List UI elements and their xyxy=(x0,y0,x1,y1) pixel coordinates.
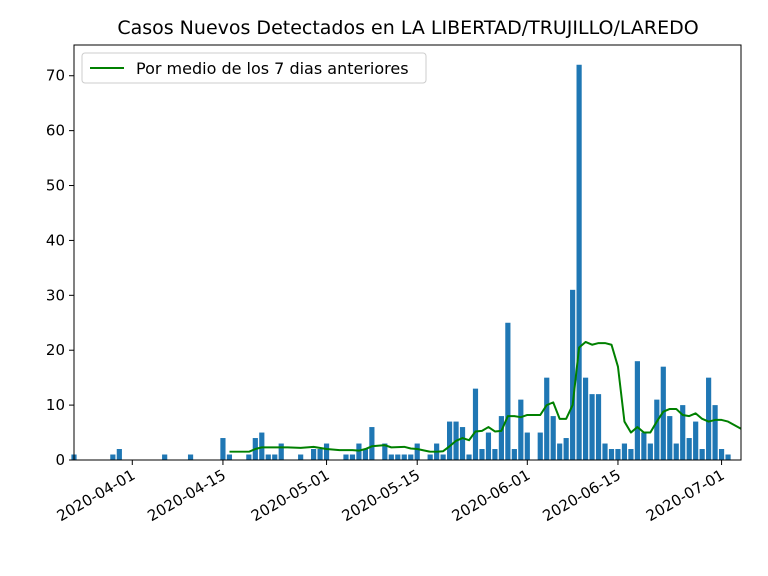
bar xyxy=(116,449,122,460)
bar xyxy=(317,449,323,460)
chart-title: Casos Nuevos Detectados en LA LIBERTAD/T… xyxy=(117,17,698,39)
bar xyxy=(557,443,563,460)
bar xyxy=(427,454,433,460)
bar xyxy=(718,449,725,460)
bar xyxy=(654,399,660,460)
bar xyxy=(693,421,699,460)
bar xyxy=(492,449,498,460)
bar xyxy=(447,421,453,460)
bar xyxy=(673,443,679,460)
bar xyxy=(472,388,479,460)
bar xyxy=(349,454,356,460)
bar xyxy=(634,361,640,460)
bar xyxy=(589,394,595,460)
moving-average-line xyxy=(229,342,741,452)
bar xyxy=(628,449,634,460)
bar xyxy=(278,443,284,460)
bar xyxy=(395,454,401,460)
x-tick-label: 2020-07-01 xyxy=(643,466,728,525)
bar xyxy=(440,454,446,460)
bar xyxy=(615,449,621,460)
bar xyxy=(647,443,653,460)
legend-label: Por medio de los 7 dias anteriores xyxy=(136,59,409,78)
y-tick-label: 30 xyxy=(46,286,65,304)
x-tick-label: 2020-05-15 xyxy=(339,466,424,525)
y-tick-label: 10 xyxy=(46,396,65,414)
bar xyxy=(505,322,511,460)
bar xyxy=(220,438,226,460)
bar xyxy=(712,405,718,460)
bar xyxy=(408,454,414,460)
bar xyxy=(725,454,731,460)
bar xyxy=(401,454,407,460)
bar xyxy=(369,427,375,460)
bar xyxy=(602,443,608,460)
legend-box xyxy=(81,52,427,84)
bar xyxy=(479,449,485,460)
bar xyxy=(570,289,576,460)
bar xyxy=(388,454,394,460)
bar xyxy=(641,432,647,460)
bar xyxy=(459,427,466,460)
bar xyxy=(382,443,388,460)
y-tick-label: 50 xyxy=(46,177,65,195)
bar xyxy=(311,449,317,460)
bar xyxy=(162,454,168,460)
legend: Por medio de los 7 dias anteriores xyxy=(81,52,427,84)
bar xyxy=(187,454,194,460)
bar xyxy=(582,377,589,460)
bar xyxy=(259,432,265,460)
bar xyxy=(265,454,271,460)
bar xyxy=(246,454,252,460)
y-tick-label: 60 xyxy=(46,122,65,140)
bar xyxy=(667,416,673,460)
bar xyxy=(550,416,556,460)
bar xyxy=(524,432,530,460)
bar xyxy=(414,443,420,460)
y-tick-label: 0 xyxy=(55,451,65,469)
plot-frame xyxy=(73,44,742,461)
x-tick-label: 2020-06-15 xyxy=(539,466,624,525)
x-tick-label: 2020-04-01 xyxy=(54,466,139,525)
bar xyxy=(706,377,712,460)
bar xyxy=(518,399,524,460)
y-axis: 0 10 20 30 40 50 60 70 xyxy=(46,67,74,469)
bar xyxy=(323,443,330,460)
bar xyxy=(576,64,582,460)
bar xyxy=(699,449,705,460)
bar xyxy=(485,432,492,460)
bar xyxy=(110,454,116,460)
bar xyxy=(544,377,550,460)
bar xyxy=(680,405,686,460)
bar xyxy=(608,449,615,460)
bar xyxy=(362,449,368,460)
bar xyxy=(563,438,569,460)
x-axis: 2020-04-01 2020-04-15 2020-05-01 2020-05-15… xyxy=(54,460,728,525)
bar xyxy=(537,432,543,460)
bar xyxy=(272,454,278,460)
y-tick-label: 40 xyxy=(46,231,65,249)
bar xyxy=(595,394,602,460)
bar xyxy=(343,454,349,460)
x-tick-label: 2020-04-15 xyxy=(144,466,229,525)
bar xyxy=(511,449,517,460)
y-tick-label: 20 xyxy=(46,341,65,359)
bar xyxy=(466,454,472,460)
bars-layer xyxy=(71,64,731,460)
bar xyxy=(686,438,692,460)
bar xyxy=(621,443,628,460)
x-tick-label: 2020-05-01 xyxy=(248,466,333,525)
bar xyxy=(356,443,362,460)
bar xyxy=(298,454,304,460)
y-tick-label: 70 xyxy=(46,67,65,85)
bar xyxy=(498,416,504,460)
bar xyxy=(226,454,233,460)
x-tick-label: 2020-06-01 xyxy=(449,466,534,525)
line-layer xyxy=(229,342,741,452)
